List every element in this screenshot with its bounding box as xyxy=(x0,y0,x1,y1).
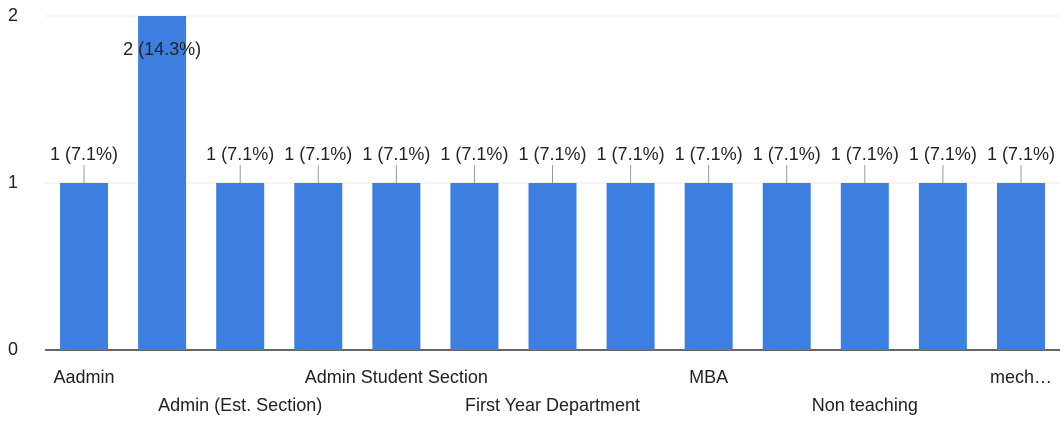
bar xyxy=(216,183,265,350)
bar xyxy=(762,183,811,350)
bar xyxy=(840,183,889,350)
value-label: 1 (7.1%) xyxy=(675,144,743,164)
value-label: 1 (7.1%) xyxy=(753,144,821,164)
bar xyxy=(918,183,967,350)
bar xyxy=(450,183,499,350)
bar xyxy=(60,183,109,350)
x-tick-label: Aadmin xyxy=(54,367,115,387)
bar xyxy=(138,16,187,350)
bar xyxy=(996,183,1045,350)
x-tick-label: First Year Department xyxy=(465,395,640,415)
value-label: 1 (7.1%) xyxy=(440,144,508,164)
value-label: 1 (7.1%) xyxy=(284,144,352,164)
value-label: 1 (7.1%) xyxy=(987,144,1055,164)
value-label: 2 (14.3%) xyxy=(123,39,201,59)
x-tick-label: MBA xyxy=(689,367,728,387)
x-tick-label: Non teaching xyxy=(812,395,918,415)
value-label: 1 (7.1%) xyxy=(206,144,274,164)
y-tick-label: 1 xyxy=(8,172,18,192)
value-label: 1 (7.1%) xyxy=(909,144,977,164)
x-tick-label: Admin (Est. Section) xyxy=(158,395,322,415)
value-label: 1 (7.1%) xyxy=(597,144,665,164)
x-tick-label: Admin Student Section xyxy=(305,367,488,387)
bar xyxy=(528,183,577,350)
value-label: 1 (7.1%) xyxy=(831,144,899,164)
bar xyxy=(684,183,733,350)
value-label: 1 (7.1%) xyxy=(50,144,118,164)
x-tick-label: mech… xyxy=(990,367,1052,387)
bar xyxy=(372,183,421,350)
value-label: 1 (7.1%) xyxy=(362,144,430,164)
value-label: 1 (7.1%) xyxy=(518,144,586,164)
y-tick-label: 2 xyxy=(8,5,18,25)
bar xyxy=(606,183,655,350)
bar xyxy=(294,183,343,350)
y-tick-label: 0 xyxy=(8,339,18,359)
